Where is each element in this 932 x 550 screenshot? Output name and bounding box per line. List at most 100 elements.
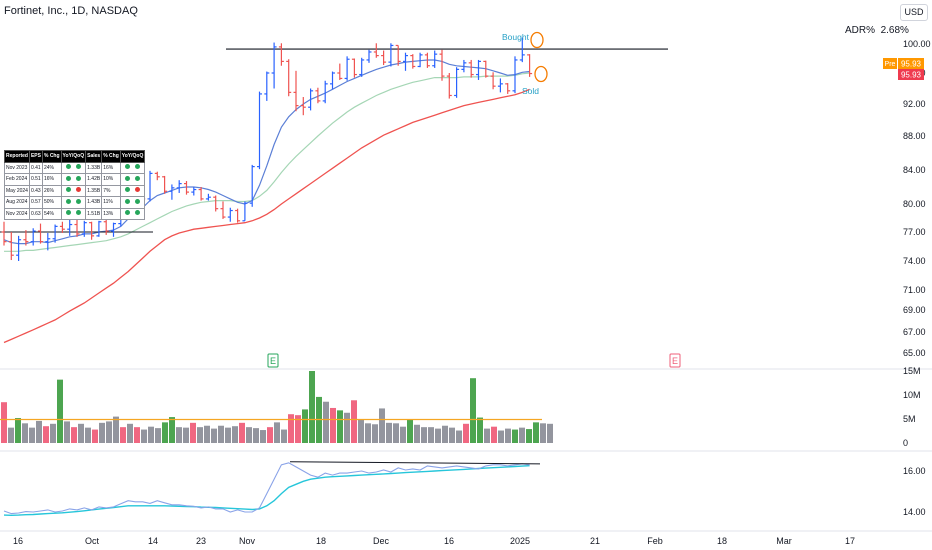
time-tick-label: 18	[316, 536, 326, 546]
price-bar	[227, 207, 233, 222]
price-bar	[388, 43, 394, 67]
time-tick-label: Feb	[647, 536, 663, 546]
time-tick-label: Oct	[85, 536, 100, 546]
price-tick-label: 88.00	[903, 131, 926, 141]
volume-bar	[456, 430, 462, 443]
price-bar	[81, 220, 87, 237]
volume-bar	[491, 426, 497, 443]
volume-bar	[204, 425, 210, 443]
cell-sales: 1.42B	[85, 173, 103, 186]
growth-up-dot	[65, 187, 71, 193]
col-sales-yoy: YoY/QoQ	[119, 150, 146, 163]
earnings-table-row: Nov 2024 0.63 54% 1.51B 13%	[4, 207, 146, 220]
growth-up-dot	[75, 175, 81, 181]
price-bar	[373, 43, 379, 58]
price-bar	[111, 222, 116, 237]
volume-bar	[71, 427, 77, 443]
volume-bar	[463, 423, 469, 443]
price-bar	[527, 54, 533, 77]
volume-bar	[232, 426, 238, 443]
volume-bar	[449, 427, 455, 443]
volume-bar	[414, 424, 420, 443]
price-bar	[162, 175, 168, 194]
col-sales: Sales	[85, 150, 103, 163]
pre-badge-label: Pre	[885, 61, 896, 68]
cell-sales: 1.33B	[85, 161, 103, 174]
price-bar	[403, 52, 408, 71]
price-bar	[293, 70, 299, 112]
volume-bar	[162, 422, 168, 443]
price-bar	[1, 221, 7, 246]
cell-period: May 2024	[4, 184, 30, 197]
volume-bar	[309, 371, 315, 443]
volume-bar	[22, 423, 28, 443]
volume-bar	[113, 416, 119, 443]
earnings-marker-future: E	[669, 353, 681, 368]
price-bar	[446, 73, 452, 99]
time-tick-label: 16	[444, 536, 454, 546]
volume-bar	[505, 428, 511, 443]
volume-bar	[197, 427, 203, 443]
volume-bar	[442, 425, 448, 443]
time-tick-label: 21	[590, 536, 600, 546]
volume-bar	[295, 415, 301, 443]
price-bars	[1, 37, 533, 261]
price-bar	[45, 232, 51, 251]
volume-bar	[50, 423, 56, 443]
volume-bars	[0, 371, 553, 443]
last-price-badge: 95.93	[898, 69, 924, 80]
cell-period: Aug 2024	[4, 196, 30, 209]
price-tick-label: 67.00	[903, 327, 926, 337]
price-bar	[205, 193, 211, 201]
cell-eps: 0.43	[28, 184, 43, 197]
ma-slow-line	[3, 88, 530, 344]
time-tick-label: 14	[148, 536, 158, 546]
price-bar	[410, 54, 416, 69]
rs-trend-line	[289, 461, 541, 465]
growth-up-dot	[125, 164, 131, 170]
cell-sales-chg: 10%	[101, 173, 121, 186]
currency-button[interactable]: USD	[900, 4, 928, 21]
rs-pane	[3, 461, 541, 517]
growth-up-dot	[75, 198, 81, 204]
sold-label: Sold	[522, 86, 539, 96]
volume-bar	[372, 424, 378, 443]
price-bar	[38, 223, 43, 244]
volume-bar	[106, 421, 112, 443]
volume-bar	[526, 429, 532, 443]
volume-bar	[281, 429, 287, 443]
time-tick-label: Mar	[776, 536, 792, 546]
volume-bar	[519, 427, 525, 443]
volume-bar	[365, 423, 371, 443]
cell-sales-chg: 13%	[101, 207, 121, 220]
volume-bar	[78, 423, 84, 443]
cell-eps-chg: 50%	[41, 196, 62, 209]
price-bar	[278, 43, 284, 66]
cell-sales-dots	[119, 173, 146, 186]
earnings-table-row: Aug 2024 0.57 50% 1.43B 11%	[4, 196, 146, 209]
earnings-table-row: Nov 2023 0.41 24% 1.33B 16%	[4, 161, 146, 174]
price-bar	[424, 52, 430, 68]
price-bar	[505, 83, 511, 94]
cell-sales-dots	[119, 207, 146, 220]
cell-eps-dots	[60, 173, 87, 186]
price-bar	[490, 72, 496, 90]
growth-up-dot	[75, 164, 81, 170]
last-price-value: 95.93	[901, 71, 922, 80]
growth-down-dot	[135, 187, 141, 193]
price-bar	[23, 230, 29, 246]
price-bar	[344, 56, 350, 81]
price-bar	[322, 80, 328, 104]
price-bar	[300, 97, 306, 116]
time-tick-label: Dec	[373, 536, 390, 546]
pre-badge-tag	[883, 58, 897, 69]
price-bar	[184, 181, 189, 195]
rs-tick-label: 16.00	[903, 466, 926, 476]
volume-tick-label: 0	[903, 438, 908, 448]
earnings-table-row: May 2024 0.43 26% 1.35B 7%	[4, 184, 146, 197]
volume-bar	[148, 426, 154, 443]
col-sales-chg: % Chg	[101, 150, 121, 163]
volume-bar	[8, 427, 14, 443]
cell-sales-dots	[119, 196, 146, 209]
